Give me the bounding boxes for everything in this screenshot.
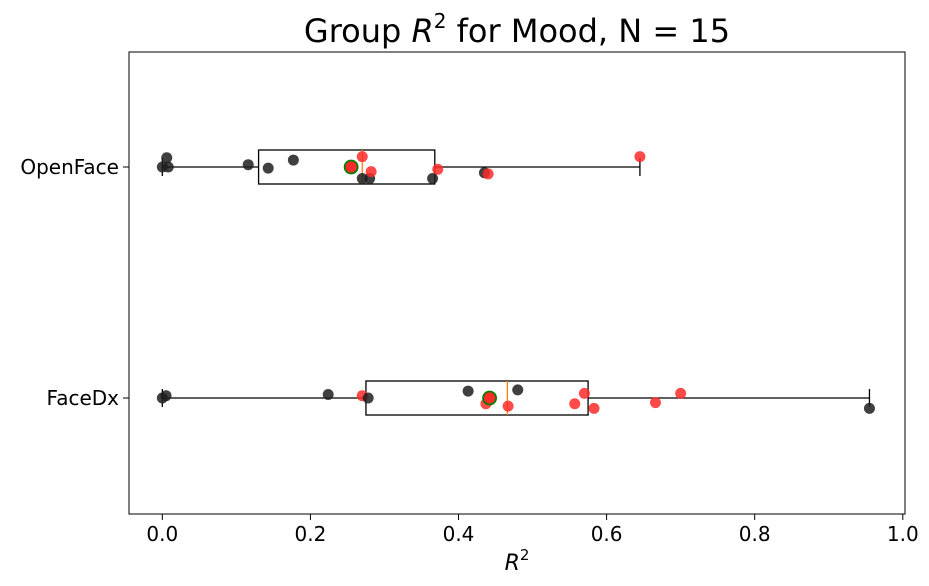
xlabel-var: R bbox=[505, 551, 520, 576]
x-tick-label: 0.8 bbox=[739, 522, 771, 546]
x-axis: 0.0 0.2 0.4 0.6 0.8 1.0 bbox=[146, 514, 919, 546]
plot-area-frame bbox=[128, 51, 906, 515]
data-point bbox=[160, 390, 172, 402]
mean-marker bbox=[343, 159, 359, 175]
data-point bbox=[588, 402, 600, 414]
x-tick-label: 0.4 bbox=[443, 522, 475, 546]
x-tick-label: 0.2 bbox=[295, 522, 327, 546]
data-point bbox=[634, 151, 646, 163]
data-point bbox=[578, 387, 590, 399]
data-point bbox=[322, 389, 334, 401]
box-group-openface bbox=[156, 149, 646, 185]
y-tick-label: OpenFace bbox=[20, 155, 119, 179]
y-axis: OpenFace FaceDx bbox=[20, 155, 129, 410]
title-prefix: Group bbox=[304, 12, 412, 50]
data-point bbox=[287, 154, 299, 166]
data-point bbox=[161, 152, 173, 164]
mean-marker bbox=[482, 390, 498, 406]
data-point bbox=[675, 387, 687, 399]
data-point bbox=[569, 398, 581, 410]
data-point bbox=[365, 166, 377, 178]
x-axis-label: R2 bbox=[505, 546, 530, 576]
title-suffix: for Mood, N = 15 bbox=[446, 12, 730, 50]
title-sup: 2 bbox=[434, 9, 447, 33]
interquartile-box bbox=[365, 380, 589, 416]
data-point bbox=[162, 161, 174, 173]
data-point bbox=[242, 159, 254, 171]
box-group-facedx bbox=[156, 380, 875, 416]
data-point bbox=[427, 173, 439, 185]
data-point bbox=[432, 163, 444, 175]
title-var: R bbox=[412, 12, 434, 50]
chart-title: Group R2 for Mood, N = 15 bbox=[304, 9, 730, 50]
box-groups bbox=[156, 149, 875, 416]
data-point bbox=[462, 385, 474, 397]
data-point bbox=[262, 162, 274, 174]
x-tick-label: 1.0 bbox=[887, 522, 919, 546]
data-point bbox=[863, 402, 875, 414]
data-point bbox=[482, 168, 494, 180]
xlabel-sup: 2 bbox=[520, 546, 530, 564]
data-point bbox=[362, 392, 374, 404]
y-tick-label: FaceDx bbox=[47, 386, 120, 410]
data-point bbox=[512, 384, 524, 396]
data-point bbox=[649, 397, 661, 409]
x-tick-label: 0.6 bbox=[591, 522, 623, 546]
x-tick-label: 0.0 bbox=[146, 522, 178, 546]
data-point bbox=[356, 151, 368, 163]
data-point bbox=[502, 400, 514, 412]
